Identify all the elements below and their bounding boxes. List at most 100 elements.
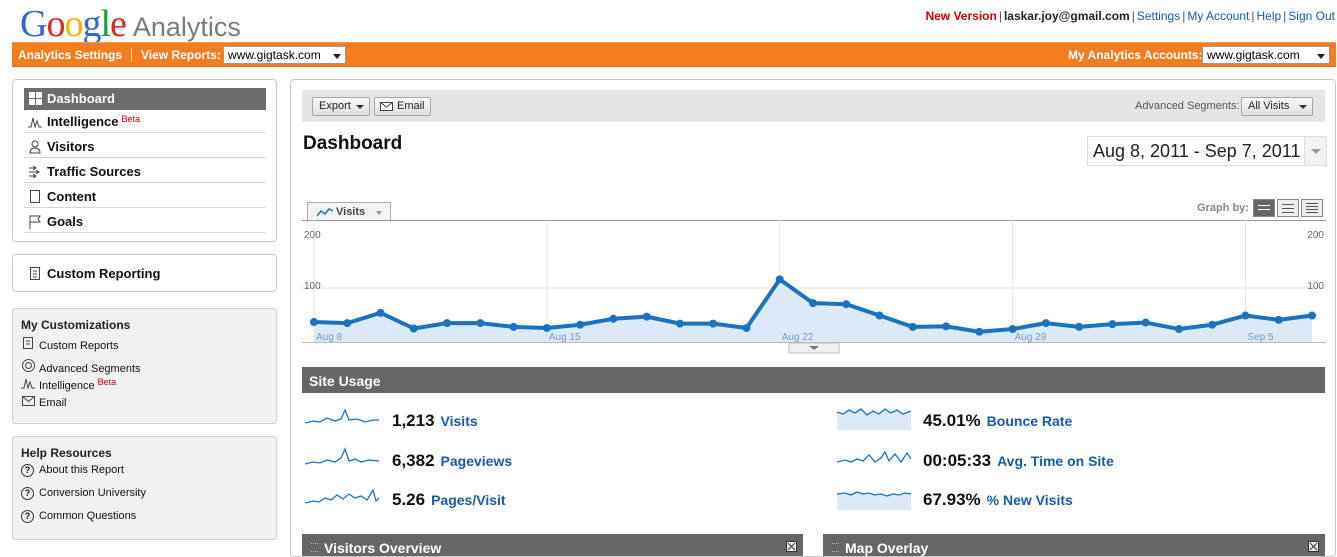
advanced-segments-label: Advanced Segments: <box>1135 100 1240 112</box>
visitors-overview-title: Visitors Overview <box>324 540 442 556</box>
custom-reports-link[interactable]: Custom Reports <box>21 337 118 352</box>
visits-link[interactable]: Visits <box>440 413 478 429</box>
visits-data-point <box>875 311 884 320</box>
close-icon[interactable] <box>1308 541 1319 552</box>
visits-data-point <box>376 308 385 317</box>
nav-item-goals[interactable]: Goals <box>24 211 266 233</box>
visits-data-point <box>1008 325 1017 334</box>
pageviews-link[interactable]: Pageviews <box>440 453 513 469</box>
report-toolbar: Export Email Advanced Segments: All Visi… <box>302 90 1325 122</box>
visits-data-point <box>942 322 951 331</box>
avg-time-on-site-link[interactable]: Avg. Time on Site <box>997 453 1114 469</box>
nav-item-dashboard[interactable]: Dashboard <box>24 88 266 110</box>
help-resources-title: Help Resources <box>21 446 112 460</box>
analytics-accounts-select[interactable]: www.gigtask.com <box>1202 46 1330 64</box>
help-icon: ? <box>21 487 34 500</box>
chevron-down-icon <box>809 346 819 350</box>
pageviews-sparkline <box>305 447 379 465</box>
y-axis-tick-label-left: 100 <box>304 281 321 292</box>
graph-by-month-button[interactable] <box>1301 199 1323 217</box>
metric-value: 6,382 <box>392 451 435 470</box>
help-link-label: Conversion University <box>39 487 146 499</box>
visits-data-point <box>908 322 917 331</box>
map-overlay-header: Map Overlay <box>823 534 1325 556</box>
pages-per-visit-sparkline <box>305 488 379 504</box>
graph-by-day-button[interactable] <box>1253 199 1275 217</box>
analytics-settings-link[interactable]: Analytics Settings <box>18 48 123 62</box>
email-link[interactable]: Email <box>21 396 67 409</box>
nav-item-visitors[interactable]: Visitors <box>24 136 266 158</box>
visits-sparkline <box>305 408 379 424</box>
view-reports-label: View Reports: <box>141 48 221 62</box>
common-questions-link[interactable]: ? Common Questions <box>21 510 136 523</box>
nav-item-custom-reporting[interactable]: Custom Reporting <box>24 263 266 285</box>
visits-data-point <box>1108 320 1117 329</box>
metric-selector-visits[interactable]: Visits <box>307 202 391 222</box>
intelligence-label: Intelligence <box>39 380 95 392</box>
advanced-segments-select[interactable]: All Visits <box>1241 97 1313 116</box>
visitors-overview-header: Visitors Overview <box>302 534 803 556</box>
person-icon <box>28 140 42 154</box>
beta-badge: Beta <box>97 377 117 387</box>
nav-item-intelligence[interactable]: Intelligence Beta <box>24 111 266 133</box>
visits-data-point <box>975 327 984 336</box>
pages-per-visit-link[interactable]: Pages/Visit <box>431 492 506 508</box>
email-icon <box>380 102 393 114</box>
sign-out-link[interactable]: Sign Out <box>1288 9 1335 23</box>
visits-data-point <box>576 320 585 329</box>
email-button[interactable]: Email <box>374 97 431 116</box>
new-version-link[interactable]: New Version <box>925 9 997 23</box>
metric-pageviews: 6,382 Pageviews <box>392 451 512 471</box>
date-range-value: Aug 8, 2011 - Sep 7, 2011 <box>1093 141 1301 161</box>
site-usage-header: Site Usage <box>302 367 1325 393</box>
help-icon: ? <box>21 510 34 523</box>
my-customizations-title: My Customizations <box>21 318 131 332</box>
nav-item-content[interactable]: Content <box>24 186 266 208</box>
drag-handle-icon[interactable] <box>311 543 318 552</box>
close-icon[interactable] <box>786 541 797 552</box>
visits-data-point <box>609 314 618 323</box>
map-overlay-title: Map Overlay <box>845 540 929 556</box>
nav-item-label: Content <box>47 189 97 204</box>
x-axis-tick-label: Aug 29 <box>1015 332 1047 343</box>
logo-analytics-text: Analytics <box>132 12 241 42</box>
nav-item-traffic-sources[interactable]: Traffic Sources <box>24 161 266 183</box>
view-reports-select[interactable]: www.gigtask.com <box>223 46 346 64</box>
nav-item-label: Custom Reporting <box>47 266 161 281</box>
my-customizations-panel: My Customizations Custom Reports Advance… <box>12 308 277 424</box>
beta-badge: Beta <box>121 114 141 124</box>
report-icon <box>28 267 42 281</box>
new-visits-link[interactable]: % New Visits <box>986 492 1073 508</box>
visits-data-point <box>1075 322 1084 331</box>
metric-visits: 1,213 Visits <box>392 411 478 431</box>
metric-selector-label: Visits <box>336 206 366 218</box>
intelligence-link[interactable]: Intelligence Beta <box>21 377 116 392</box>
visits-data-point <box>542 323 551 332</box>
visits-data-point <box>809 299 817 308</box>
date-range-picker[interactable]: Aug 8, 2011 - Sep 7, 2011 <box>1087 136 1327 166</box>
metric-new-visits: 67.93% % New Visits <box>923 490 1073 510</box>
export-button[interactable]: Export <box>312 97 370 116</box>
custom-reports-label: Custom Reports <box>39 340 119 352</box>
analytics-accounts-value: www.gigtask.com <box>1207 48 1300 62</box>
visits-data-point <box>675 319 684 328</box>
page-title: Dashboard <box>303 133 403 154</box>
about-this-report-link[interactable]: ? About this Report <box>21 464 124 477</box>
my-account-link[interactable]: My Account <box>1187 9 1250 23</box>
x-axis-tick-label: Aug 8 <box>316 332 343 343</box>
intelligence-icon <box>21 377 35 392</box>
conversion-university-link[interactable]: ? Conversion University <box>21 487 146 500</box>
bounce-rate-link[interactable]: Bounce Rate <box>986 413 1073 429</box>
settings-link[interactable]: Settings <box>1136 9 1181 23</box>
top-links: New Version | laskar.joy@gmail.com | Setting… <box>925 9 1335 23</box>
graph-by-week-button[interactable] <box>1277 199 1299 217</box>
email-label: Email <box>39 397 67 409</box>
account-navigation-bar: Analytics Settings View Reports: www.gig… <box>12 42 1336 67</box>
visits-data-point <box>775 275 784 284</box>
metric-value: 67.93% <box>923 490 981 509</box>
advanced-segments-link[interactable]: Advanced Segments <box>21 359 141 375</box>
drag-handle-icon[interactable] <box>832 543 839 552</box>
visits-data-point <box>443 319 452 328</box>
chevron-down-icon[interactable] <box>1304 137 1326 165</box>
help-link[interactable]: Help <box>1256 9 1282 23</box>
